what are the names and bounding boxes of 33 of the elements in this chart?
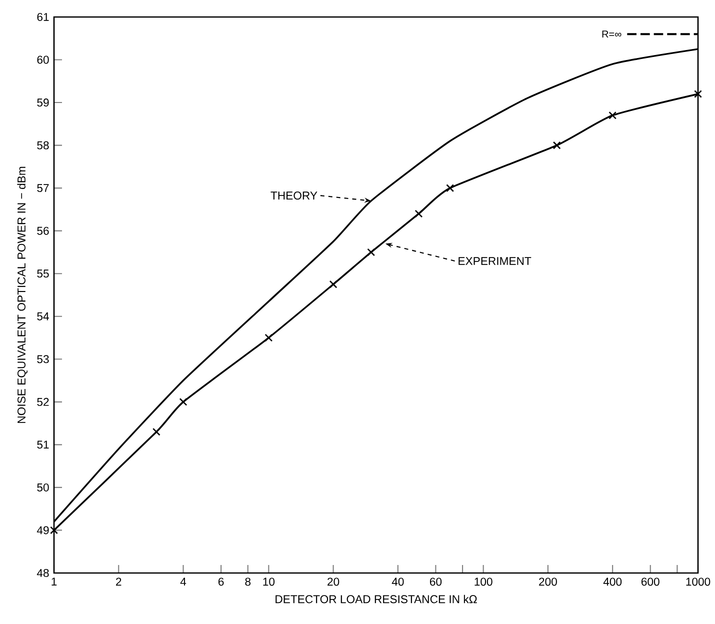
x-tick-label: 6	[218, 578, 224, 586]
x-tick-label: 8	[245, 578, 251, 586]
y-tick-label: 52	[37, 398, 49, 406]
y-tick-label: 50	[37, 483, 49, 492]
y-tick-label: 57	[37, 184, 49, 192]
y-axis-title: NOISE EQUIVALENT OPTICAL POWER IN − dBm	[17, 166, 28, 423]
y-tick-label: 51	[37, 440, 49, 449]
x-tick-label: 1	[52, 578, 57, 586]
x-tick-label: 1000	[686, 578, 710, 586]
y-tick-label: 56	[37, 226, 49, 235]
y-tick-label: 49	[36, 526, 49, 534]
y-tick-label: 58	[37, 141, 49, 150]
x-tick-label: 10	[263, 578, 275, 586]
y-tick-label: 61	[37, 12, 49, 21]
y-tick-label: 54	[37, 312, 49, 320]
x-tick-label: 20	[328, 578, 340, 586]
y-tick-label: 55	[37, 270, 49, 278]
y-tick-label: 60	[37, 56, 49, 64]
x-tick-label: 100	[474, 578, 492, 586]
x-tick-label: 400	[603, 578, 622, 586]
x-tick-label: 600	[642, 578, 660, 586]
x-tick-label: 40	[392, 578, 404, 586]
annotation: EXPERIMENT	[458, 257, 532, 265]
ref-line-label: R=∞	[602, 30, 622, 38]
y-tick-label: 53	[37, 355, 49, 364]
x-axis-title: DETECTOR LOAD RESISTANCE IN kΩ	[276, 594, 477, 604]
annotation: THEORY	[270, 192, 318, 200]
y-tick-label: 48	[36, 568, 49, 577]
x-tick-label: 2	[116, 578, 122, 586]
x-tick-label: 60	[430, 578, 442, 586]
y-tick-label: 59	[37, 98, 49, 107]
x-tick-label: 200	[539, 578, 557, 586]
x-tick-label: 4	[180, 578, 186, 586]
